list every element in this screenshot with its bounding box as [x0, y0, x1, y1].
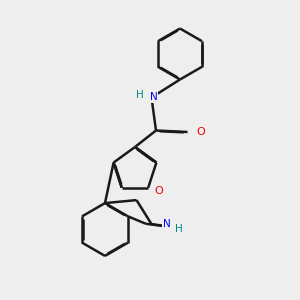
Text: H: H	[175, 224, 183, 234]
Text: O: O	[196, 127, 206, 137]
Text: O: O	[154, 186, 163, 196]
Text: N: N	[150, 92, 158, 103]
Text: H: H	[136, 90, 144, 100]
Text: N: N	[163, 219, 171, 229]
